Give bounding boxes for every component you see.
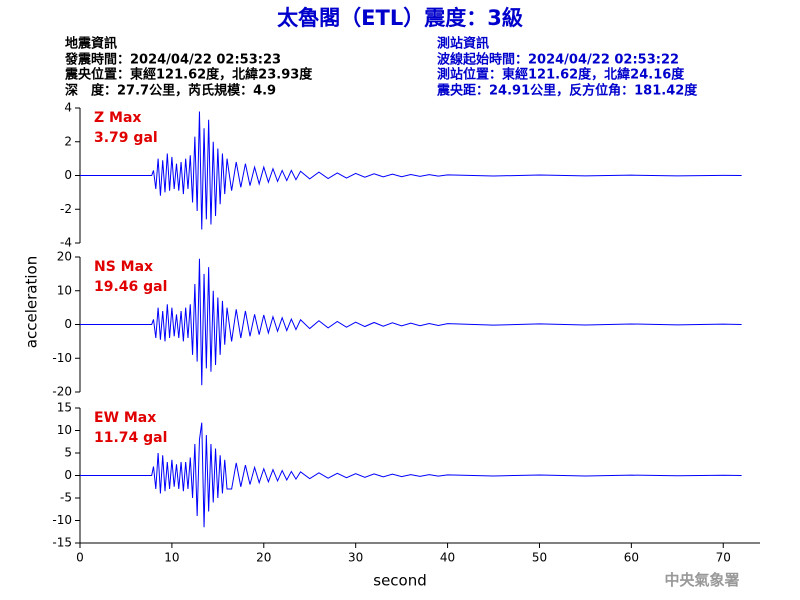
info-line: 震央位置：東經121.62度，北緯23.93度	[64, 67, 313, 83]
y-tick-label: 2	[64, 134, 72, 148]
chart-title: 太魯閣（ETL）震度：3級	[277, 6, 523, 30]
y-tick-label: 0	[64, 317, 72, 331]
y-tick-label: 10	[57, 283, 72, 297]
y-tick-label: 20	[57, 250, 72, 264]
x-tick-label: 0	[76, 551, 84, 565]
x-axis-label: second	[373, 572, 427, 590]
y-tick-label: 15	[57, 401, 72, 415]
x-tick-label: 50	[532, 551, 547, 565]
waveform	[80, 111, 742, 230]
y-axis-label: acceleration	[23, 256, 41, 348]
panel-max-label: 19.46 gal	[94, 279, 167, 295]
panel-max-label: 3.79 gal	[94, 130, 158, 146]
x-tick-label: 40	[440, 551, 455, 565]
waveform	[80, 422, 742, 528]
y-tick-label: -5	[60, 491, 72, 505]
y-tick-label: 0	[64, 168, 72, 182]
y-tick-label: -10	[52, 351, 72, 365]
y-tick-label: -4	[60, 236, 72, 250]
footer: 中央氣象署	[664, 571, 739, 589]
info-line: 發震時間：2024/04/22 02:53:23	[64, 52, 281, 68]
panel-label: NS Max	[94, 259, 153, 275]
waveform	[80, 258, 742, 386]
y-tick-label: -10	[52, 513, 72, 527]
x-tick-label: 10	[164, 551, 179, 565]
x-tick-label: 30	[348, 551, 363, 565]
y-tick-label: 5	[64, 446, 72, 460]
y-tick-label: 0	[64, 468, 72, 482]
x-tick-label: 70	[716, 551, 731, 565]
info-line: 測站位置：東經121.62度，北緯24.16度	[437, 67, 685, 83]
panel-label: Z Max	[94, 110, 141, 126]
y-tick-label: -15	[52, 536, 72, 550]
panel-max-label: 11.74 gal	[94, 430, 167, 446]
info-line: 波線起始時間：2024/04/22 02:53:22	[437, 52, 679, 68]
info-line: 地震資訊	[65, 36, 117, 52]
x-tick-label: 60	[624, 551, 639, 565]
y-tick-label: 4	[64, 101, 72, 115]
info-line: 測站資訊	[437, 36, 489, 52]
info-line: 震央距：24.91公里，反方位角：181.42度	[436, 83, 698, 99]
y-tick-label: -2	[60, 202, 72, 216]
y-tick-label: -20	[52, 385, 72, 399]
y-tick-label: 10	[57, 423, 72, 437]
x-tick-label: 20	[256, 551, 271, 565]
panel-label: EW Max	[94, 410, 156, 426]
info-line: 深 度：27.7公里，芮氏規模：4.9	[65, 83, 276, 99]
